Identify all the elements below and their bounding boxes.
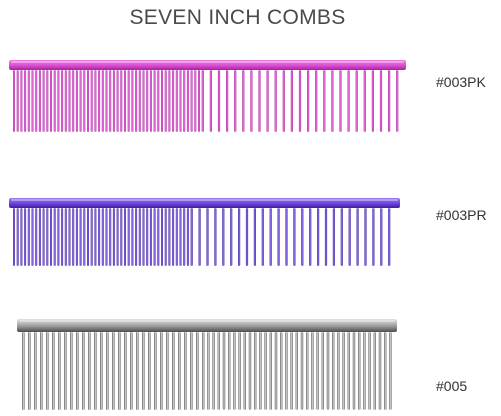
- comb-purple: [0, 196, 420, 274]
- product-code-003pk: #003PK: [436, 74, 486, 90]
- pink-comb-icon: [9, 60, 406, 132]
- comb-pink: [0, 58, 420, 136]
- page-title: SEVEN INCH COMBS: [129, 6, 346, 29]
- comb-steel: [0, 316, 420, 414]
- purple-comb-icon: [9, 198, 400, 266]
- product-code-005: #005: [436, 378, 468, 394]
- product-code-003pr: #003PR: [436, 207, 487, 223]
- steel-comb-icon: [17, 319, 397, 410]
